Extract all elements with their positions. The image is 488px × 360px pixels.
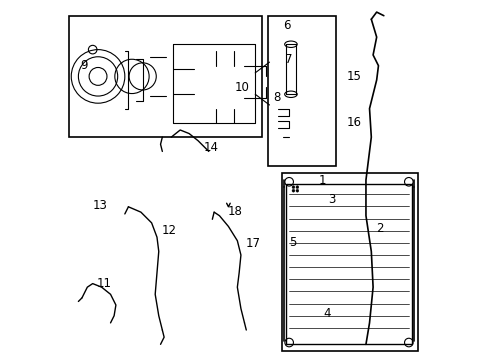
Text: 13: 13 (92, 198, 107, 212)
Text: 10: 10 (234, 81, 248, 94)
Bar (285, 184, 411, 344)
Text: 2: 2 (375, 222, 383, 235)
Text: 4: 4 (322, 307, 330, 320)
Circle shape (295, 189, 298, 192)
Text: 9: 9 (81, 59, 88, 72)
Text: 5: 5 (288, 236, 296, 249)
Text: 16: 16 (346, 116, 361, 129)
Circle shape (295, 186, 298, 189)
Text: 14: 14 (203, 141, 219, 154)
Text: 3: 3 (327, 193, 335, 206)
Text: 15: 15 (346, 70, 361, 83)
Text: 7: 7 (285, 53, 292, 66)
Circle shape (291, 186, 294, 189)
Text: 12: 12 (162, 224, 177, 237)
Text: 1: 1 (318, 174, 325, 186)
Text: 8: 8 (272, 91, 280, 104)
Text: 17: 17 (245, 237, 261, 250)
Text: 6: 6 (283, 19, 290, 32)
Text: 18: 18 (228, 205, 243, 218)
Circle shape (291, 189, 294, 192)
Text: 11: 11 (97, 277, 112, 290)
